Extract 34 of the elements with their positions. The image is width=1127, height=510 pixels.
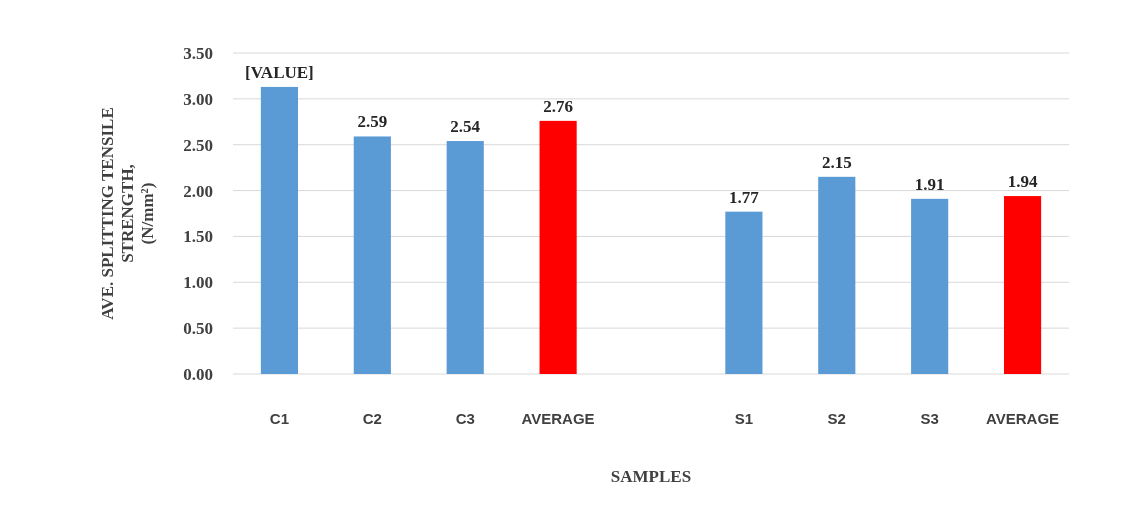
text: 3.50 (183, 43, 213, 63)
x-tick-label: AVERAGE (521, 410, 595, 427)
text: 3.00 (183, 89, 213, 109)
x-tick-label: AVERAGE (986, 410, 1060, 427)
bar (911, 198, 949, 374)
bar (1003, 196, 1042, 374)
bar (353, 136, 391, 374)
data-label: 2.54 (450, 117, 481, 137)
data-label: 1.77 (729, 187, 760, 207)
data-label: 2.76 (543, 96, 573, 116)
x-tick-label: C3 (455, 410, 475, 427)
bar (818, 176, 856, 374)
x-axis-title: SAMPLES (610, 467, 692, 486)
x-tick-label: S2 (827, 410, 846, 427)
bar (725, 211, 763, 374)
text: 0.00 (183, 364, 213, 384)
bar (539, 120, 577, 374)
x-tick-label: C2 (362, 410, 382, 427)
x-tick-label: C1 (269, 410, 290, 427)
text: 0.50 (183, 319, 213, 339)
data-label: 1.94 (1007, 172, 1038, 192)
data-label: 1.91 (914, 174, 945, 194)
bar (260, 86, 299, 374)
data-label: 2.15 (821, 152, 852, 172)
text: 2.00 (183, 181, 213, 201)
data-label: [VALUE] (245, 62, 314, 82)
text: 1.50 (183, 227, 213, 247)
data-label: 2.59 (357, 112, 388, 132)
bar (446, 141, 484, 374)
text: 2.50 (183, 135, 213, 155)
x-tick-label: S1 (734, 410, 754, 427)
text: 1.00 (183, 273, 213, 293)
y-axis-title: AVE. SPLITTING TENSILE STRENGTH, (N/mm²) (98, 107, 157, 320)
x-tick-label: S3 (920, 410, 939, 427)
